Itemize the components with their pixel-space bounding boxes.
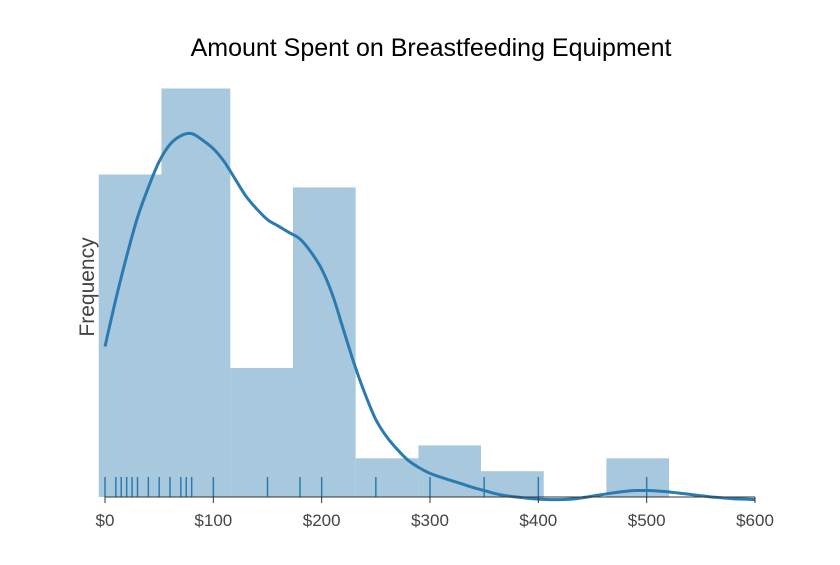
x-tick-label-3: $300 [411,511,449,530]
histogram-bar-3 [292,187,356,497]
x-tick-label-0: $0 [96,511,115,530]
x-tick-label-5: $500 [628,511,666,530]
x-tick-label-2: $200 [303,511,341,530]
histogram-bars [98,88,670,497]
histogram-bar-1 [161,88,231,497]
histogram-bar-4 [355,458,419,497]
y-axis-label: Frequency [76,237,99,337]
histogram-bar-2 [230,368,293,497]
x-tick-label-1: $100 [194,511,232,530]
kde-curve-group [103,131,756,502]
x-axis-ticks: $0 $100 $200 $300 $400 $500 $600 [96,497,774,530]
x-tick-label-6: $600 [736,511,774,530]
histogram-bar-0 [98,174,162,497]
rug-marks [104,477,648,497]
kde-line [103,131,756,502]
chart-title: Amount Spent on Breastfeeding Equipment [191,34,672,62]
x-tick-label-4: $400 [519,511,557,530]
